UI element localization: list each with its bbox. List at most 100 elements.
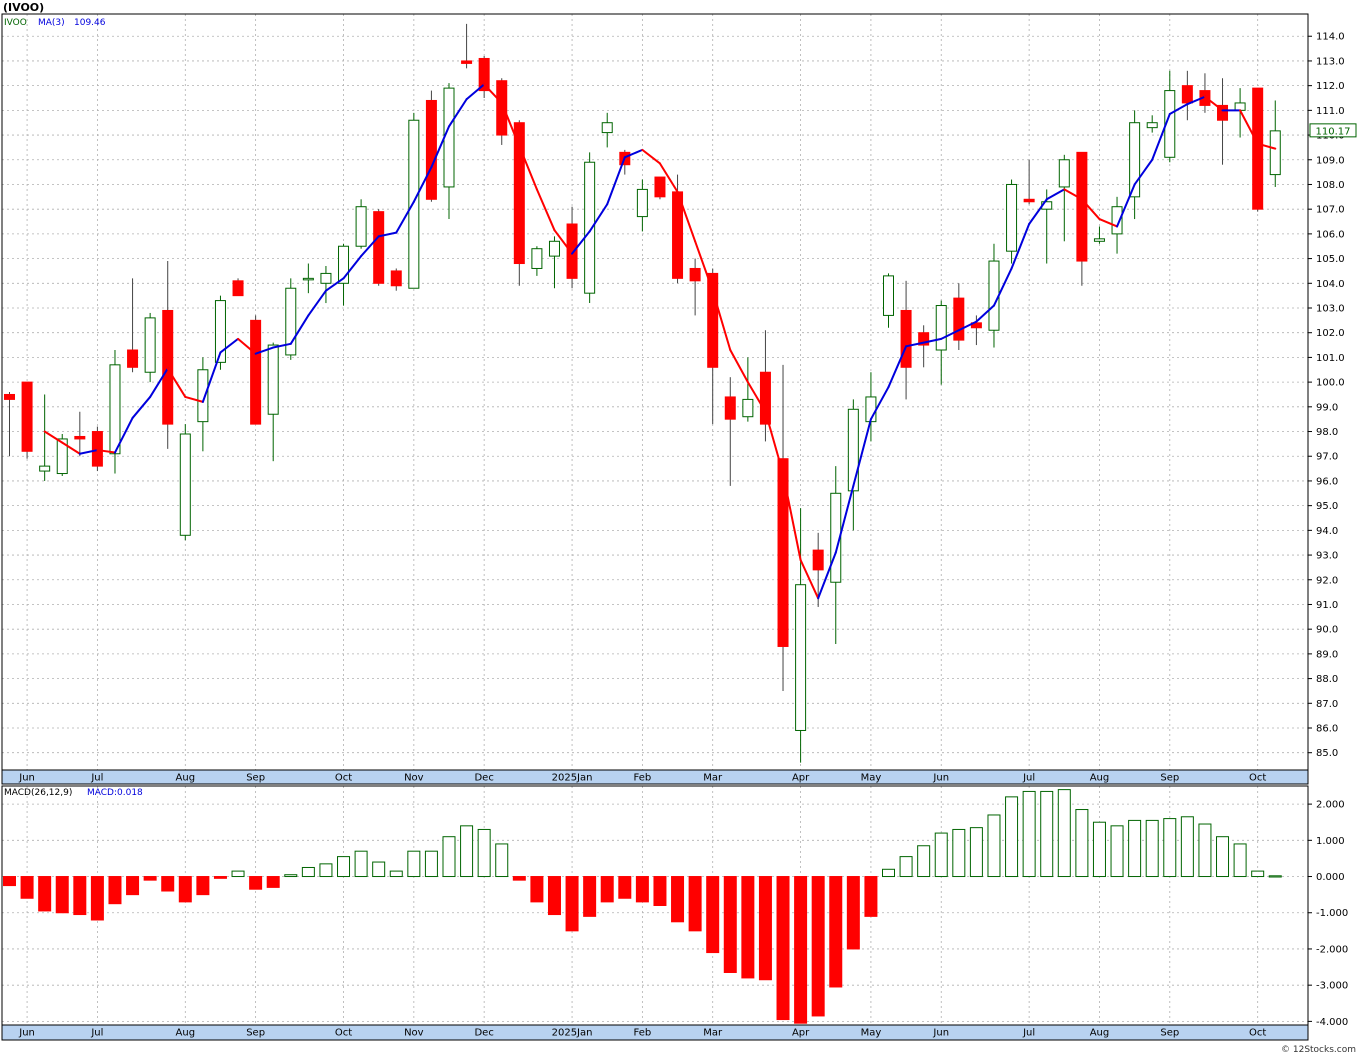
candle-body [1164,90,1176,158]
ma-segment [887,345,908,389]
ma-segment [1080,198,1101,221]
macd-bar [846,876,860,950]
price-y-tick-label: 92.0 [1316,575,1338,586]
macd-bar [671,876,685,923]
price-y-tick-label: 87.0 [1316,699,1338,710]
macd-bar [249,876,263,890]
price-y-tick-label: 86.0 [1316,724,1338,735]
candlesticks [4,23,1281,763]
candle-body [1076,151,1088,262]
ma-segment [184,395,204,403]
macd-x-tick-label: May [861,1028,882,1039]
ma-segment [905,341,925,348]
macd-bar [20,876,34,899]
ma-segment [834,484,855,554]
candle-body [162,309,174,425]
candle-body [197,369,209,423]
macd-bar [143,876,157,881]
candle-body [21,381,33,452]
ma-segment [694,240,714,292]
price-y-tick-label: 101.0 [1316,353,1345,364]
ma-segment [535,188,556,232]
ma-segment [324,277,345,292]
ma-segment [448,98,468,128]
macd-y-tick-label: -4.000 [1316,1017,1348,1028]
price-x-tick-label: Jul [1022,773,1035,784]
macd-bar [758,876,772,981]
ma-segment [483,83,503,104]
price-x-tick-label: Mar [703,773,723,784]
macd-bar [1110,825,1124,878]
ma-segment [975,304,995,323]
candle-body [320,272,332,284]
price-y-tick-label: 98.0 [1316,427,1338,438]
macd-x-tick-label: Oct [335,1028,352,1039]
macd-bar [934,832,948,878]
macd-y-tick-label: -3.000 [1316,981,1348,992]
price-date-strip [1,769,1309,785]
macd-bar [706,876,720,954]
candle-body [74,435,86,440]
candle-body [408,119,420,289]
ma-segment [641,148,661,165]
ma-segment [1116,183,1136,228]
legend-ma-value: 109.46 [74,18,106,28]
candle-body [1252,87,1264,210]
macd-bar [1092,821,1106,878]
ma-segment [799,559,820,600]
candle-body [355,206,367,247]
candle-body [1234,102,1246,111]
candle-body [373,211,385,284]
price-x-tick-label: Oct [1249,773,1266,784]
price-y-tick-label: 89.0 [1316,649,1338,660]
axes [1,13,1312,1041]
ma-segment [131,395,152,419]
candle-body [847,408,859,492]
macd-bar [864,876,878,917]
last-price-badge: 110.17 [1309,123,1357,138]
candle-body [742,398,754,418]
price-y-tick-label: 93.0 [1316,551,1338,562]
last-price-value: 110.17 [1316,126,1351,137]
ma-segment [658,162,679,193]
price-y-tick-label: 107.0 [1316,205,1345,216]
macd-bar [688,876,702,932]
candle-body [56,438,68,475]
candle-body [935,305,947,351]
price-y-tick-label: 99.0 [1316,402,1338,413]
macd-x-tick-label: Jun [18,1028,35,1039]
macd-bar [354,850,368,878]
price-x-tick-label: 2025Jan [552,773,593,784]
candle-body [127,349,139,368]
macd-bar [389,870,403,878]
price-x-tick-label: Jun [932,773,949,784]
candle-body [144,317,156,373]
macd-y-tick-label: -1.000 [1316,908,1348,919]
ma-segment [518,145,538,191]
ma-segment [922,337,943,344]
candle-body [812,549,824,571]
candle-body [496,80,508,136]
ma-segment [166,367,187,398]
price-y-tick-label: 88.0 [1316,674,1338,685]
candle-body [918,332,930,346]
ma-segment [237,337,257,355]
ma-segment [1133,158,1154,186]
price-y-tick-label: 97.0 [1316,452,1338,463]
macd-bar [1145,819,1159,878]
macd-bar [407,850,421,878]
price-y-tick-label: 103.0 [1316,304,1345,315]
price-x-tick-label: Feb [634,773,652,784]
price-x-tick-label: Aug [176,773,196,784]
macd-bar [794,876,808,1024]
legend-symbol: IVOO [4,18,27,28]
candle-body [883,275,894,316]
macd-x-tick-label: Dec [474,1028,493,1039]
macd-y-tick-label: 1.000 [1316,836,1345,847]
price-x-tick-label: Nov [404,773,424,784]
macd-x-tick-label: Aug [1090,1028,1110,1039]
macd-bar [811,876,825,1017]
candle-body [1111,206,1123,235]
macd-x-tick-label: Jul [90,1028,103,1039]
candle-body [531,248,543,269]
